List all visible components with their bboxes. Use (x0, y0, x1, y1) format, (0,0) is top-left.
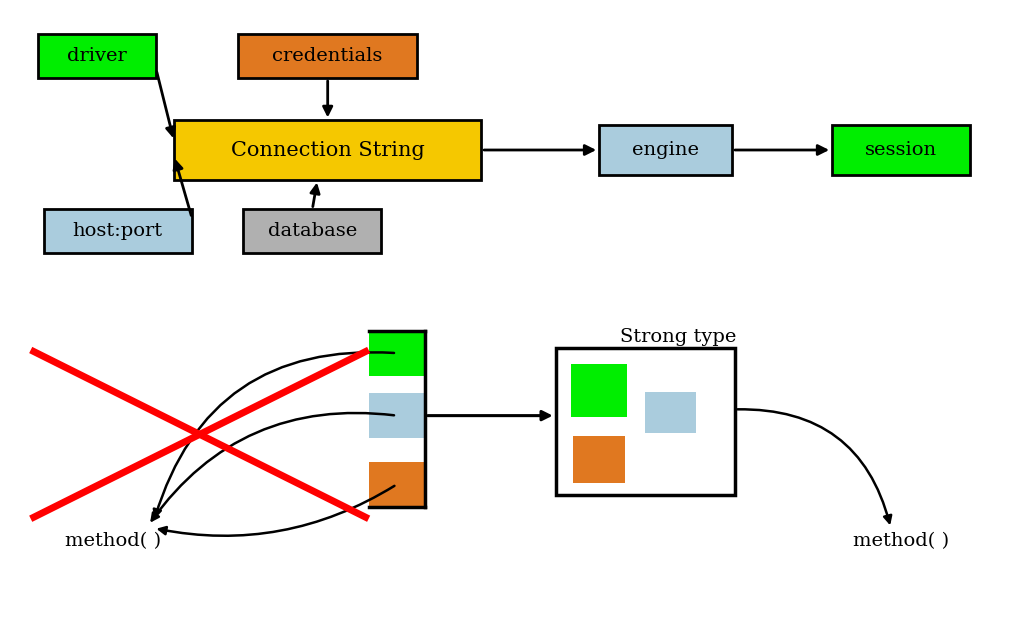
Text: database: database (267, 222, 357, 240)
Bar (831, 125, 971, 175)
Text: Connection String: Connection String (230, 141, 425, 159)
Bar (244, 209, 381, 253)
Bar (369, 393, 425, 438)
Bar (238, 34, 418, 78)
Text: engine: engine (632, 141, 699, 159)
Text: host:port: host:port (73, 222, 163, 240)
Bar (573, 436, 625, 482)
Text: driver: driver (68, 48, 127, 65)
Text: credentials: credentials (272, 48, 383, 65)
Bar (645, 392, 696, 432)
Bar (39, 34, 156, 78)
Text: method( ): method( ) (65, 532, 161, 549)
Bar (174, 120, 481, 180)
Text: session: session (865, 141, 937, 159)
Bar (555, 349, 735, 495)
Bar (369, 462, 425, 507)
Bar (571, 364, 627, 418)
Text: method( ): method( ) (853, 532, 949, 549)
Bar (599, 125, 732, 175)
Bar (369, 331, 425, 376)
Bar (44, 209, 193, 253)
Text: Strong type: Strong type (620, 329, 736, 346)
